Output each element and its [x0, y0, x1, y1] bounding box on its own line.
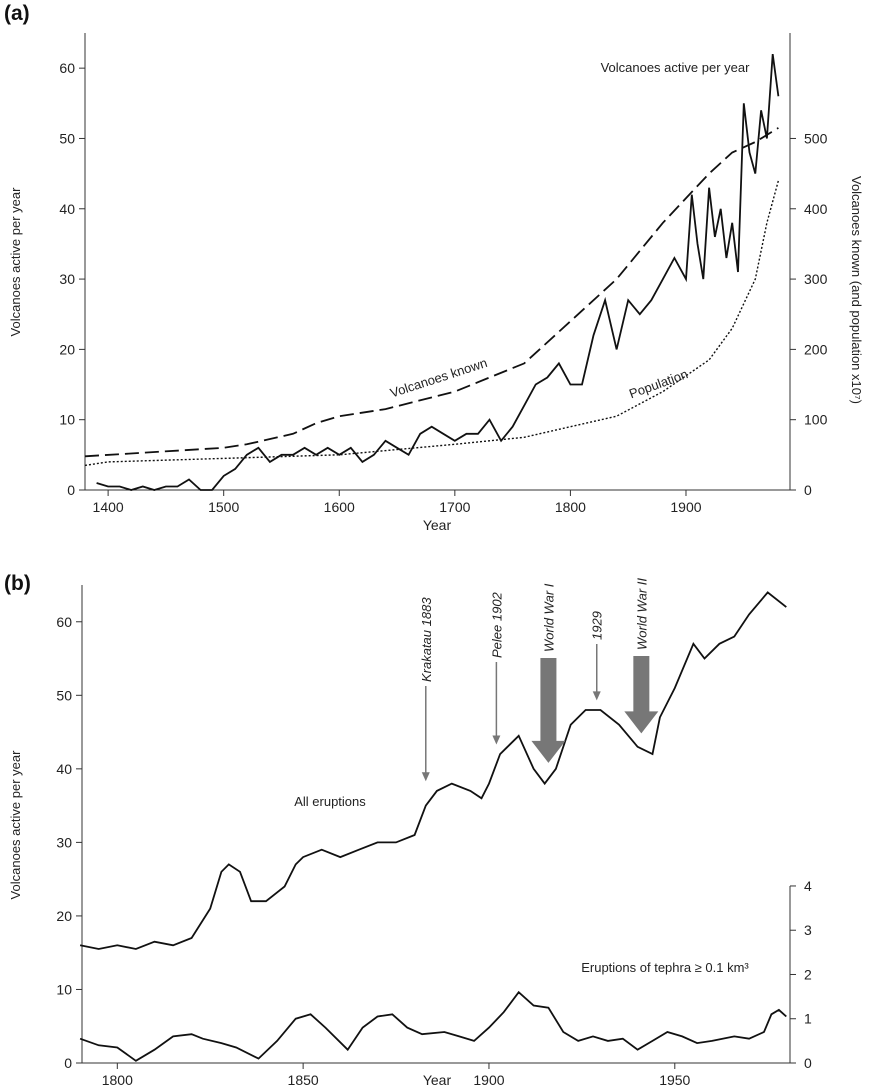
x-tick-label: 1700 — [439, 499, 470, 515]
y-tick-label: 10 — [59, 412, 75, 428]
y-tick-label: 30 — [59, 271, 75, 287]
x-axis-title: Year — [423, 517, 452, 533]
series-label: All eruptions — [294, 794, 366, 809]
arrow-head — [421, 772, 430, 782]
y-tick-label: 40 — [59, 201, 75, 217]
series-line — [96, 53, 780, 491]
x-tick-label: 1950 — [659, 1072, 690, 1088]
y-axis-title: Volcanoes active per year — [8, 750, 23, 900]
arrow — [531, 658, 566, 763]
y2-tick-label: 0 — [804, 482, 812, 498]
panel-label: (b) — [4, 572, 31, 595]
series-line — [79, 990, 787, 1062]
y2-tick-label: 100 — [804, 412, 828, 428]
arrow-head — [592, 691, 601, 701]
x-tick-label: 1850 — [288, 1072, 319, 1088]
x-tick-label: 1900 — [473, 1072, 504, 1088]
y2-tick-label: 1 — [804, 1011, 812, 1027]
y-tick-label: 60 — [59, 60, 75, 76]
y-axis-title: Volcanoes active per year — [8, 187, 23, 337]
y-tick-label: 60 — [56, 614, 72, 630]
annotation: 1929 — [590, 611, 605, 640]
y2-tick-label: 0 — [804, 1055, 812, 1071]
y-tick-label: 40 — [56, 761, 72, 777]
x-tick-label: 1400 — [93, 499, 124, 515]
annotation: World War I — [541, 583, 556, 652]
y-tick-label: 20 — [56, 908, 72, 924]
series-label: Volcanoes active per year — [601, 60, 751, 75]
arrow — [624, 656, 659, 734]
y2-tick-label: 300 — [804, 271, 828, 287]
x-tick-label: 1800 — [555, 499, 586, 515]
x-tick-label: 1600 — [324, 499, 355, 515]
y2-tick-label: 3 — [804, 922, 812, 938]
series-line — [84, 127, 779, 458]
series-label: Population — [627, 366, 690, 401]
annotation: Krakatau 1883 — [419, 597, 434, 682]
series-line — [84, 180, 780, 467]
arrow-head — [492, 735, 501, 745]
y2-tick-label: 400 — [804, 201, 828, 217]
x-axis-title: Year — [423, 1072, 452, 1088]
y-tick-label: 50 — [59, 130, 75, 146]
y2-tick-label: 4 — [804, 878, 812, 894]
series-label: Eruptions of tephra ≥ 0.1 km³ — [581, 960, 749, 975]
y-tick-label: 30 — [56, 834, 72, 850]
series-label: Volcanoes known — [388, 355, 489, 401]
x-tick-label: 1800 — [102, 1072, 133, 1088]
y-tick-label: 20 — [59, 341, 75, 357]
y2-axis-title: Volcanoes known (and population x10⁷) — [849, 176, 864, 404]
annotation: Pelee 1902 — [489, 591, 504, 658]
y2-tick-label: 2 — [804, 966, 812, 982]
y2-tick-label: 200 — [804, 341, 828, 357]
y-tick-label: 50 — [56, 687, 72, 703]
y2-tick-label: 500 — [804, 130, 828, 146]
x-tick-label: 1500 — [208, 499, 239, 515]
y-tick-label: 0 — [67, 482, 75, 498]
series-line — [79, 591, 787, 950]
panel-label: (a) — [4, 2, 30, 25]
y-tick-label: 10 — [56, 981, 72, 997]
x-tick-label: 1900 — [670, 499, 701, 515]
y-tick-label: 0 — [64, 1055, 72, 1071]
annotation: World War II — [634, 578, 649, 650]
